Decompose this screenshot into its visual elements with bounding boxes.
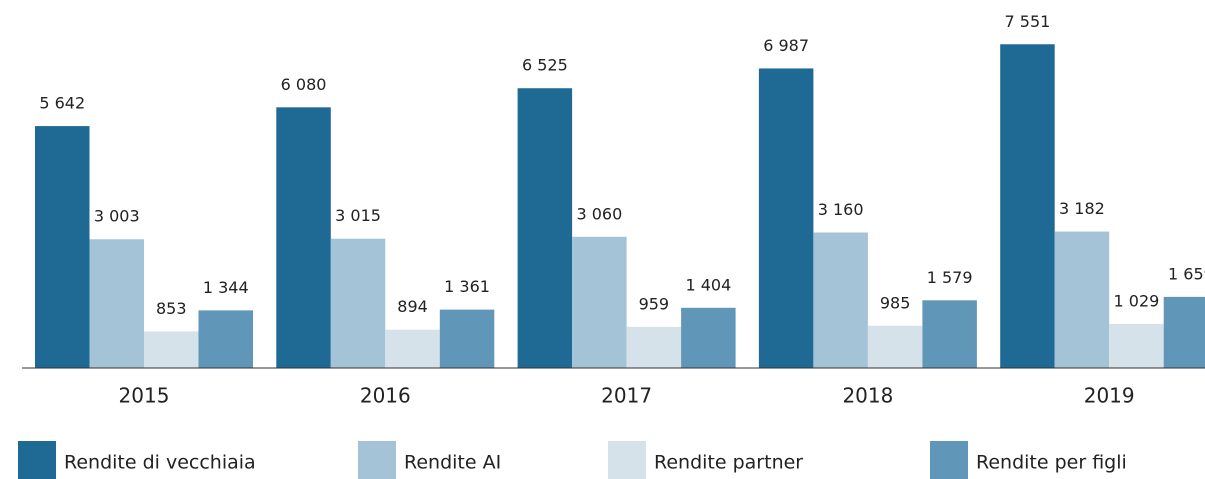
value-label: 985 — [880, 293, 911, 312]
value-label: 5 642 — [39, 94, 85, 113]
x-tick-label: 2018 — [842, 384, 893, 408]
bar — [198, 310, 253, 368]
value-label: 1 344 — [203, 278, 249, 297]
legend-label: Rendite partner — [654, 452, 803, 474]
x-tick-label: 2017 — [601, 384, 652, 408]
bar — [758, 68, 814, 368]
value-label: 3 003 — [94, 207, 140, 226]
x-tick-label: 2015 — [119, 384, 170, 408]
bar — [681, 307, 736, 368]
bar — [572, 236, 627, 368]
value-label: 1 579 — [927, 268, 973, 287]
bar — [276, 107, 331, 368]
legend-swatch — [358, 441, 396, 479]
value-label: 1 659 — [1168, 264, 1205, 283]
value-label: 1 404 — [685, 275, 731, 294]
x-tick-label: 2016 — [360, 384, 411, 408]
legend-label: Rendite per figli — [976, 452, 1127, 474]
bar — [626, 326, 682, 368]
value-label: 7 551 — [1005, 12, 1051, 31]
value-label: 6 080 — [281, 75, 327, 94]
value-label: 3 015 — [335, 206, 381, 225]
bar — [1109, 323, 1164, 368]
legend-swatch — [608, 441, 646, 479]
x-tick-label: 2019 — [1084, 384, 1135, 408]
bar — [1000, 44, 1055, 368]
bar — [1054, 231, 1110, 368]
bar — [439, 309, 495, 368]
value-label: 959 — [639, 294, 670, 313]
legend-swatch — [18, 441, 56, 479]
value-label: 853 — [156, 299, 187, 318]
legend-label: Rendite AI — [404, 452, 501, 474]
value-label: 1 361 — [444, 277, 490, 296]
bar — [867, 325, 923, 368]
bar — [35, 126, 90, 369]
value-label: 3 160 — [818, 200, 864, 219]
legend-swatch — [930, 441, 968, 479]
legend-label: Rendite di vecchiaia — [64, 452, 256, 474]
value-label: 894 — [397, 297, 428, 316]
bar — [89, 239, 144, 368]
bar — [385, 329, 440, 368]
value-label: 3 060 — [576, 204, 622, 223]
value-label: 1 029 — [1114, 291, 1160, 310]
value-label: 3 182 — [1059, 199, 1105, 218]
value-label: 6 525 — [522, 56, 568, 75]
bar — [813, 232, 868, 368]
bar — [922, 300, 977, 368]
bar — [330, 238, 386, 368]
value-label: 6 987 — [763, 36, 809, 55]
bar — [517, 88, 573, 368]
bar — [1163, 296, 1205, 368]
bar — [144, 331, 199, 368]
